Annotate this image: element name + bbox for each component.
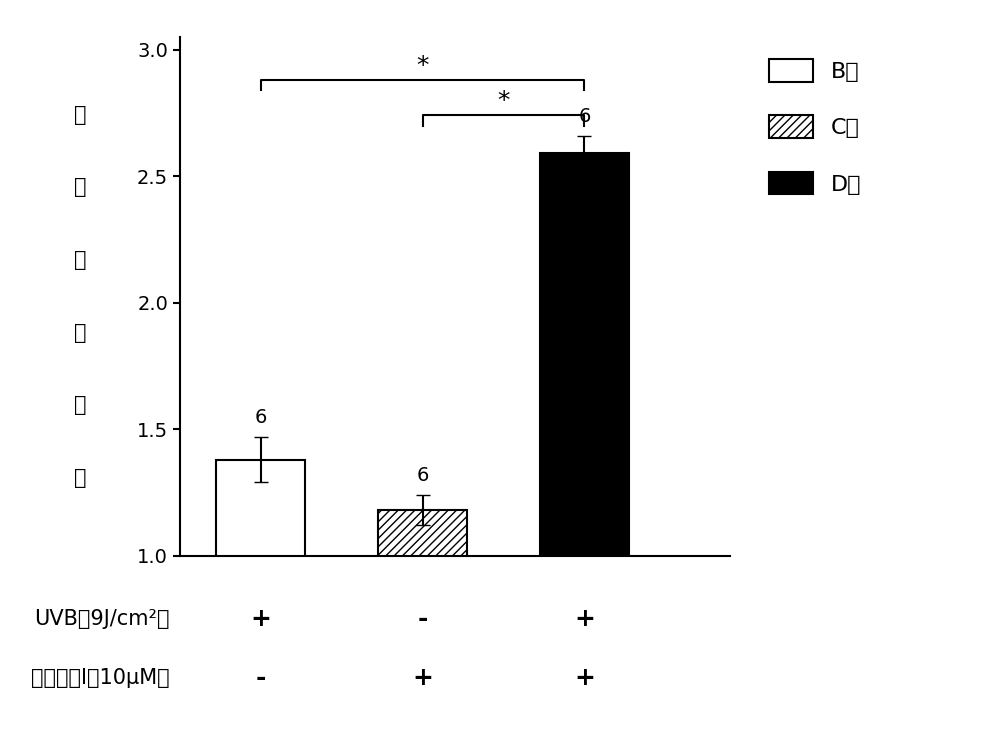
- Text: 6: 6: [255, 408, 267, 427]
- Text: 6: 6: [416, 466, 429, 485]
- Text: *: *: [416, 53, 429, 78]
- Text: *: *: [497, 89, 510, 113]
- Bar: [216, 459, 305, 556]
- Text: 钓离子载I（10μM）: 钓离子载I（10μM）: [31, 668, 170, 688]
- Text: +: +: [574, 607, 595, 631]
- Text: 6: 6: [578, 107, 591, 126]
- Bar: [378, 511, 467, 556]
- Text: +: +: [574, 666, 595, 690]
- Text: -: -: [256, 666, 266, 690]
- Text: +: +: [412, 666, 433, 690]
- Text: +: +: [250, 607, 271, 631]
- Text: 数: 数: [74, 468, 86, 488]
- Text: 增: 增: [74, 250, 86, 270]
- Text: UVB（9J/cm²）: UVB（9J/cm²）: [34, 609, 170, 628]
- Text: -: -: [417, 607, 428, 631]
- Text: 素: 素: [74, 178, 86, 197]
- Text: 色: 色: [74, 105, 86, 124]
- Legend: B组, C组, D组: B组, C组, D组: [758, 48, 873, 206]
- Text: 倍: 倍: [74, 396, 86, 415]
- Text: 加: 加: [74, 323, 86, 342]
- Bar: [540, 153, 629, 556]
